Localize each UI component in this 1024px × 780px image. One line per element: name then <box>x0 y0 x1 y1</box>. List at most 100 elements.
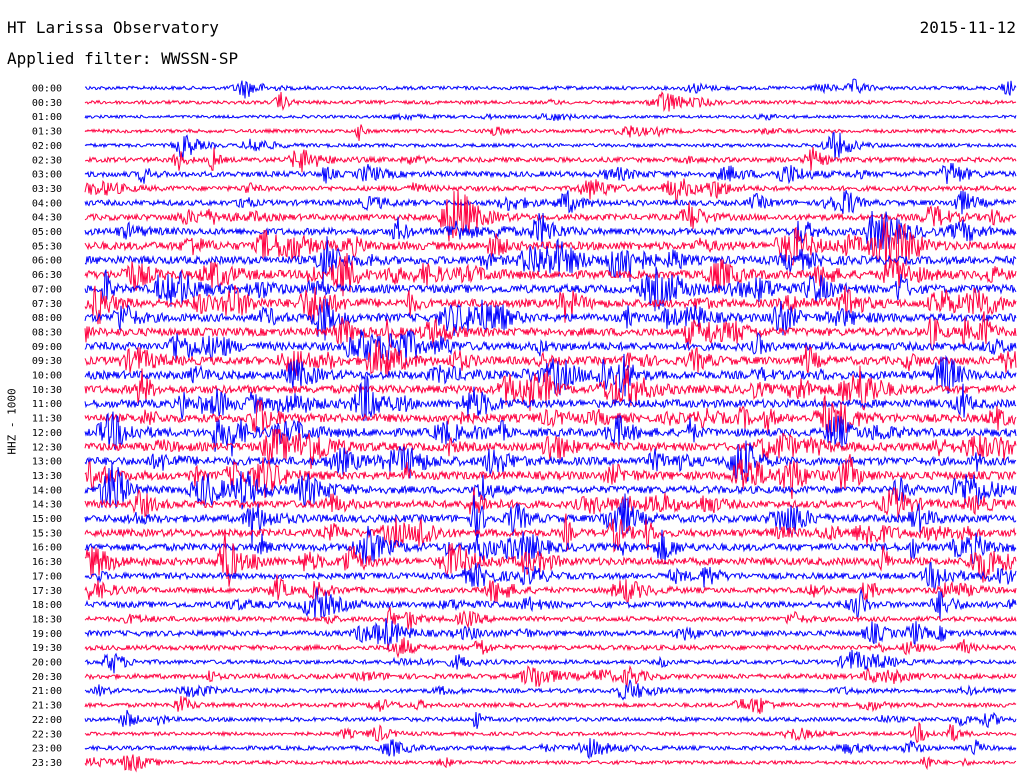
time-tick-label: 00:00 <box>32 84 62 95</box>
seismic-trace-0200 <box>84 131 1017 161</box>
seismic-trace-1730 <box>84 574 1017 604</box>
time-tick-label: 04:30 <box>32 213 62 224</box>
time-tick-label: 05:30 <box>32 241 62 252</box>
time-tick-label: 22:30 <box>32 729 62 740</box>
time-tick-label: 21:00 <box>32 686 62 697</box>
seismic-trace-0730 <box>84 285 1017 325</box>
seismic-trace-0330 <box>84 178 1017 204</box>
time-tick-label: 14:30 <box>32 500 62 511</box>
seismic-trace-0530 <box>84 219 1017 276</box>
page-title: HT Larissa Observatory <box>7 18 219 37</box>
seismic-trace-1800 <box>84 587 1017 620</box>
seismic-trace-1700 <box>84 561 1017 590</box>
time-tick-label: 19:30 <box>32 643 62 654</box>
time-tick-label: 04:00 <box>32 198 62 209</box>
seismic-trace-1500 <box>84 493 1017 545</box>
time-tick-label: 11:00 <box>32 399 62 410</box>
seismic-trace-0830 <box>84 311 1017 351</box>
seismic-trace-1430 <box>84 486 1017 519</box>
time-tick-label: 01:00 <box>32 112 62 123</box>
time-tick-label: 16:00 <box>32 543 62 554</box>
time-tick-label: 07:30 <box>32 299 62 310</box>
time-tick-label: 12:00 <box>32 428 62 439</box>
time-tick-label: 07:00 <box>32 284 62 295</box>
time-tick-label: 09:00 <box>32 342 62 353</box>
seismic-trace-2330 <box>84 754 1017 773</box>
time-tick-label: 22:00 <box>32 715 62 726</box>
seismic-trace-1830 <box>84 606 1017 630</box>
seismic-trace-2000 <box>84 649 1017 674</box>
time-tick-label: 01:30 <box>32 127 62 138</box>
seismic-trace-1100 <box>84 375 1017 422</box>
time-tick-label: 09:30 <box>32 356 62 367</box>
seismic-trace-0600 <box>84 236 1017 289</box>
time-tick-label: 18:00 <box>32 600 62 611</box>
seismic-trace-0400 <box>84 190 1017 215</box>
time-tick-label: 15:00 <box>32 514 62 525</box>
time-tick-label: 20:00 <box>32 658 62 669</box>
seismic-trace-0030 <box>84 91 1017 112</box>
time-tick-label: 05:00 <box>32 227 62 238</box>
time-tick-label: 14:00 <box>32 485 62 496</box>
seismic-trace-1900 <box>84 617 1017 650</box>
seismic-trace-2030 <box>84 664 1017 688</box>
seismic-trace-1630 <box>84 532 1017 587</box>
seismic-trace-1130 <box>84 395 1017 437</box>
time-tick-label: 17:30 <box>32 586 62 597</box>
seismic-trace-0300 <box>84 163 1017 185</box>
seismic-trace-0630 <box>84 252 1017 297</box>
seismic-trace-0900 <box>84 329 1017 365</box>
time-tick-label: 15:30 <box>32 528 62 539</box>
seismic-trace-0430 <box>84 189 1017 242</box>
seismic-trace-2300 <box>84 738 1017 760</box>
time-tick-label: 02:00 <box>32 141 62 152</box>
time-tick-label: 06:00 <box>32 256 62 267</box>
seismic-trace-0000 <box>84 78 1017 99</box>
seismic-trace-1230 <box>84 428 1017 469</box>
seismic-trace-1000 <box>84 353 1017 397</box>
date-label: 2015-11-12 <box>919 18 1016 37</box>
seismic-trace-1930 <box>84 637 1016 659</box>
time-tick-label: 23:30 <box>32 758 62 769</box>
time-tick-label: 12:30 <box>32 442 62 453</box>
time-tick-label: 17:00 <box>32 571 62 582</box>
seismic-trace-1400 <box>84 462 1017 510</box>
time-tick-label: 10:30 <box>32 385 62 396</box>
time-tick-label: 02:30 <box>32 155 62 166</box>
time-tick-label: 13:30 <box>32 471 62 482</box>
time-tick-label: 19:00 <box>32 629 62 640</box>
seismic-trace-1530 <box>84 513 1017 553</box>
seismic-trace-1300 <box>84 440 1017 482</box>
seismic-trace-0930 <box>84 339 1017 378</box>
seismic-trace-1600 <box>84 525 1017 565</box>
seismic-trace-0500 <box>84 210 1017 250</box>
time-tick-label: 21:30 <box>32 701 62 712</box>
time-tick-label: 06:30 <box>32 270 62 281</box>
seismic-trace-0800 <box>84 298 1017 341</box>
time-tick-label: 03:30 <box>32 184 62 195</box>
time-tick-label: 08:30 <box>32 327 62 338</box>
filter-label: Applied filter: WWSSN-SP <box>7 49 239 68</box>
seismic-trace-0230 <box>85 146 1017 173</box>
seismic-trace-2100 <box>84 679 1017 701</box>
time-tick-label: 10:00 <box>32 371 62 382</box>
time-tick-label: 13:00 <box>32 457 62 468</box>
seismic-trace-0130 <box>84 124 1017 141</box>
seismic-trace-2230 <box>84 721 1017 744</box>
seismic-trace-2200 <box>84 709 1017 729</box>
time-tick-label: 16:30 <box>32 557 62 568</box>
seismic-trace-0700 <box>84 266 1017 312</box>
time-tick-label: 08:00 <box>32 313 62 324</box>
trace-group <box>84 78 1017 773</box>
seismic-trace-1330 <box>84 454 1017 499</box>
time-tick-label: 20:30 <box>32 672 62 683</box>
time-tick-label: 11:30 <box>32 414 62 425</box>
time-tick-label: 00:30 <box>32 98 62 109</box>
time-tick-label: 23:00 <box>32 744 62 755</box>
seismic-trace-1200 <box>84 411 1017 457</box>
seismic-trace-0100 <box>84 112 1017 122</box>
seismic-trace-2130 <box>84 696 1017 715</box>
time-tick-labels: 00:00 00:30 01:00 01:30 02:00 02:30 03:00 03:30… <box>32 84 62 769</box>
time-tick-label: 18:30 <box>32 614 62 625</box>
